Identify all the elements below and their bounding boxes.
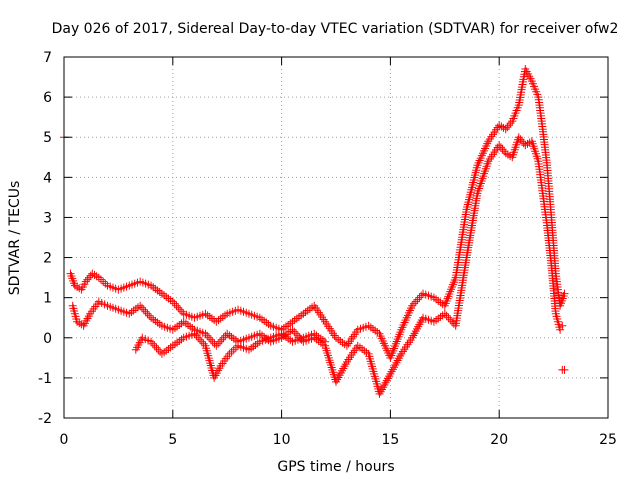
data-point <box>214 339 223 348</box>
y-tick-label: 7 <box>43 50 52 66</box>
data-point <box>176 305 185 314</box>
data-point <box>229 345 238 354</box>
data-point <box>99 277 108 286</box>
x-tick-label: 0 <box>60 432 69 448</box>
data-point <box>196 335 204 344</box>
x-axis-title: GPS time / hours <box>277 459 394 475</box>
data-point <box>143 309 152 318</box>
y-axis-tick-labels: -2 -1 0 1 2 3 4 5 6 7 <box>38 50 52 427</box>
data-point <box>203 331 212 340</box>
x-tick-label: 20 <box>490 432 508 448</box>
data-point <box>518 137 527 146</box>
data-point <box>174 303 183 312</box>
data-point <box>288 325 297 334</box>
x-axis-tick-labels: 0 5 10 15 20 25 <box>60 432 617 448</box>
data-point <box>208 337 217 346</box>
data-point <box>409 299 418 308</box>
data-point <box>417 291 426 300</box>
data-point <box>148 339 157 348</box>
data-point <box>440 309 449 318</box>
y-tick-label: -1 <box>38 371 52 387</box>
data-point <box>411 297 420 306</box>
data-point <box>85 273 94 282</box>
data-point <box>212 341 221 350</box>
data-point <box>495 141 504 150</box>
data-point <box>292 329 301 338</box>
data-point <box>192 331 201 340</box>
data-point <box>136 301 145 310</box>
data-point <box>504 121 513 130</box>
data-point <box>170 299 179 308</box>
data-point <box>86 271 95 280</box>
data-point <box>141 307 150 316</box>
y-tick-label: -2 <box>38 411 52 427</box>
data-point <box>168 297 177 306</box>
data-point <box>231 343 240 352</box>
data-point <box>201 329 210 338</box>
data-point <box>217 335 226 344</box>
data-point <box>519 139 528 148</box>
y-tick-label: 0 <box>43 331 52 347</box>
data-point <box>81 277 90 286</box>
data-point <box>321 337 330 346</box>
x-tick-label: 15 <box>381 432 399 448</box>
plot-area-border <box>63 56 609 419</box>
data-point <box>205 333 214 342</box>
chart-title: Day 026 of 2017, Sidereal Day-to-day VTE… <box>52 21 619 37</box>
data-point <box>190 329 199 338</box>
y-tick-label: 4 <box>43 170 52 186</box>
data-point <box>83 275 92 284</box>
data-point <box>516 135 525 144</box>
x-tick-label: 10 <box>273 432 291 448</box>
y-tick-label: 3 <box>43 210 52 226</box>
data-point <box>290 327 299 336</box>
data-point <box>194 333 203 342</box>
data-point <box>498 145 507 154</box>
data-point <box>227 347 236 356</box>
data-point <box>137 303 146 312</box>
y-tick-label: 5 <box>43 130 52 146</box>
data-point <box>219 333 228 342</box>
x-tick-label: 5 <box>168 432 177 448</box>
data-point <box>206 335 215 344</box>
data-point <box>446 315 455 324</box>
data-point <box>556 325 565 334</box>
data-point <box>560 289 569 298</box>
data-point <box>506 119 515 128</box>
data-point <box>514 133 523 142</box>
data-point <box>139 305 148 314</box>
x-tick-label: 25 <box>599 432 617 448</box>
data-point <box>442 311 451 320</box>
data-point <box>145 311 154 320</box>
data-point <box>96 275 105 284</box>
data-point <box>177 307 186 316</box>
y-axis-title: SDTVAR / TECUs <box>7 181 23 296</box>
data-point <box>415 293 424 302</box>
y-tick-label: 2 <box>43 251 52 267</box>
data-point <box>150 341 159 350</box>
data-point <box>197 337 206 346</box>
data-point <box>558 365 567 374</box>
data-point <box>172 301 181 310</box>
data-point <box>444 313 453 322</box>
data-points <box>60 65 569 398</box>
y-tick-label: 1 <box>43 291 52 307</box>
data-point <box>503 123 512 132</box>
data-point <box>500 147 509 156</box>
data-point <box>413 295 422 304</box>
data-point <box>408 301 417 310</box>
axis-ticks <box>63 56 609 419</box>
y-tick-label: 6 <box>43 90 52 106</box>
data-point <box>501 125 510 134</box>
data-point <box>147 337 156 346</box>
data-point <box>448 317 457 326</box>
data-point <box>199 339 208 348</box>
data-point <box>215 337 224 346</box>
data-point <box>558 321 567 330</box>
data-point <box>152 343 161 352</box>
data-point <box>496 143 505 152</box>
grid-lines <box>64 57 608 418</box>
data-point <box>154 345 163 354</box>
